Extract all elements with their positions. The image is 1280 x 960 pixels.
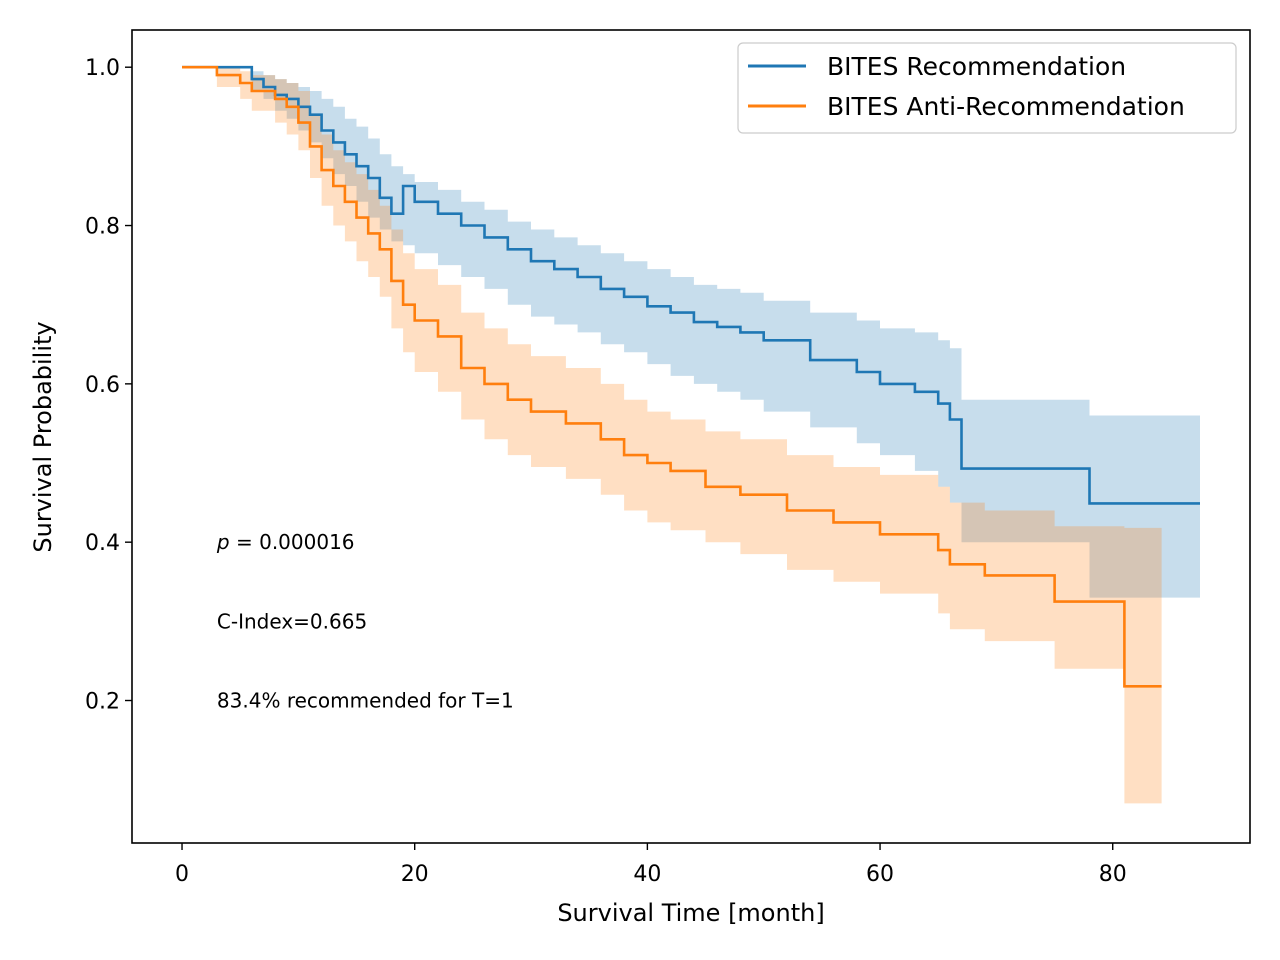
confidence-band-2 xyxy=(182,67,1162,804)
x-tick-label: 40 xyxy=(633,862,661,887)
legend-label-anti-recommendation: BITES Anti-Recommendation xyxy=(827,92,1185,121)
survival-curves xyxy=(182,65,1200,688)
survival-line-2 xyxy=(182,65,1162,688)
y-tick-label: 0.6 xyxy=(85,373,120,398)
survival-line-1 xyxy=(182,65,1200,505)
annotations: p = 0.000016 C-Index=0.665 83.4% recommend… xyxy=(216,530,514,712)
plot-frame xyxy=(131,29,1251,844)
legend: BITES Recommendation BITES Anti-Recommen… xyxy=(737,42,1237,134)
annotation-3: 83.4% recommended for T=1 xyxy=(217,689,514,713)
x-tick-label: 0 xyxy=(175,862,189,887)
legend-box xyxy=(737,42,1237,134)
annotation-1: p = 0.000016 xyxy=(216,530,355,554)
x-tick-label: 60 xyxy=(866,862,894,887)
confidence-band-1 xyxy=(182,67,1200,598)
y-axis-label: Survival Probability xyxy=(29,321,57,552)
confidence-bands xyxy=(182,67,1200,804)
y-tick-label: 0.8 xyxy=(85,215,120,240)
x-axis-ticks: 0 20 40 60 80 xyxy=(175,843,1127,887)
x-tick-label: 80 xyxy=(1099,862,1127,887)
legend-label-recommendation: BITES Recommendation xyxy=(827,52,1126,81)
x-axis-label: Survival Time [month] xyxy=(557,899,824,927)
y-tick-label: 0.4 xyxy=(85,531,120,556)
y-axis-ticks: 0.2 0.4 0.6 0.8 1.0 xyxy=(85,56,132,715)
y-tick-label: 0.2 xyxy=(85,690,120,715)
y-tick-label: 1.0 xyxy=(85,56,120,81)
x-tick-label: 20 xyxy=(401,862,429,887)
annotation-2: C-Index=0.665 xyxy=(217,609,367,633)
